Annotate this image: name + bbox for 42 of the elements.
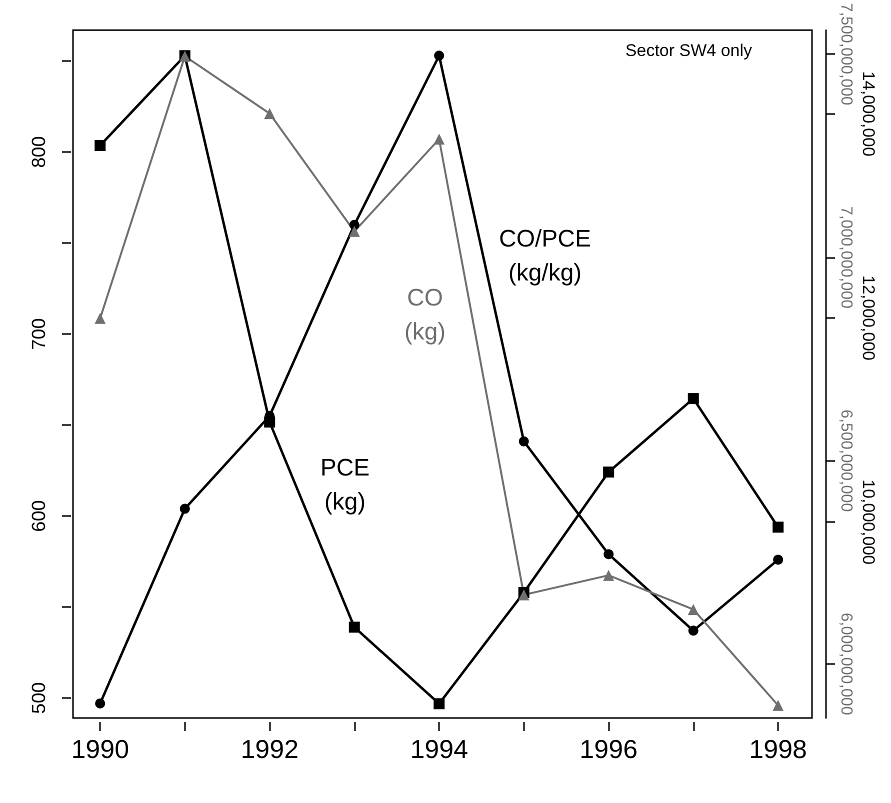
y-tick-label: 800 (29, 136, 50, 168)
y2-tick-label: 14,000,000 (859, 71, 878, 156)
y3-tick-label: 7,500,000,000 (838, 2, 854, 106)
annotation: Sector SW4 only (625, 41, 752, 60)
point (264, 108, 276, 120)
point (518, 436, 529, 446)
point (688, 626, 698, 636)
x-tick-label: 1994 (410, 734, 468, 764)
point (604, 549, 614, 560)
series-label: CO/PCE (kg/kg) (498, 226, 592, 286)
point (772, 522, 784, 533)
point (94, 312, 106, 324)
y-tick-label: 500 (29, 682, 50, 714)
y-tick-label: 700 (29, 318, 50, 350)
y3-tick-label: 6,000,000,000 (838, 612, 854, 716)
point (434, 50, 444, 61)
point (348, 622, 360, 633)
y2-tick-label: 12,000,000 (859, 275, 878, 361)
y2-tick-label: 10,000,000 (859, 480, 878, 565)
point (264, 416, 276, 428)
x-tick-label: 1996 (580, 734, 638, 764)
point (603, 466, 614, 478)
point (94, 140, 106, 151)
point (773, 554, 784, 565)
point (688, 393, 699, 404)
point (603, 570, 614, 581)
point (688, 604, 699, 615)
y3-tick-label: 6,500,000,000 (838, 410, 854, 512)
y3-tick-label: 7,000,000,000 (838, 206, 854, 309)
point (434, 134, 445, 145)
point (772, 700, 784, 711)
point (518, 589, 530, 600)
series-label: CO (kg) (404, 284, 446, 346)
x-tick-label: 1990 (71, 734, 130, 764)
series-label: PCE (kg) (320, 454, 370, 516)
point (434, 698, 445, 710)
point (180, 504, 190, 514)
x-tick-label: 1998 (749, 734, 808, 764)
point (348, 226, 360, 237)
point (95, 698, 106, 708)
y-tick-label: 600 (29, 500, 50, 532)
x-tick-label: 1992 (240, 734, 299, 764)
